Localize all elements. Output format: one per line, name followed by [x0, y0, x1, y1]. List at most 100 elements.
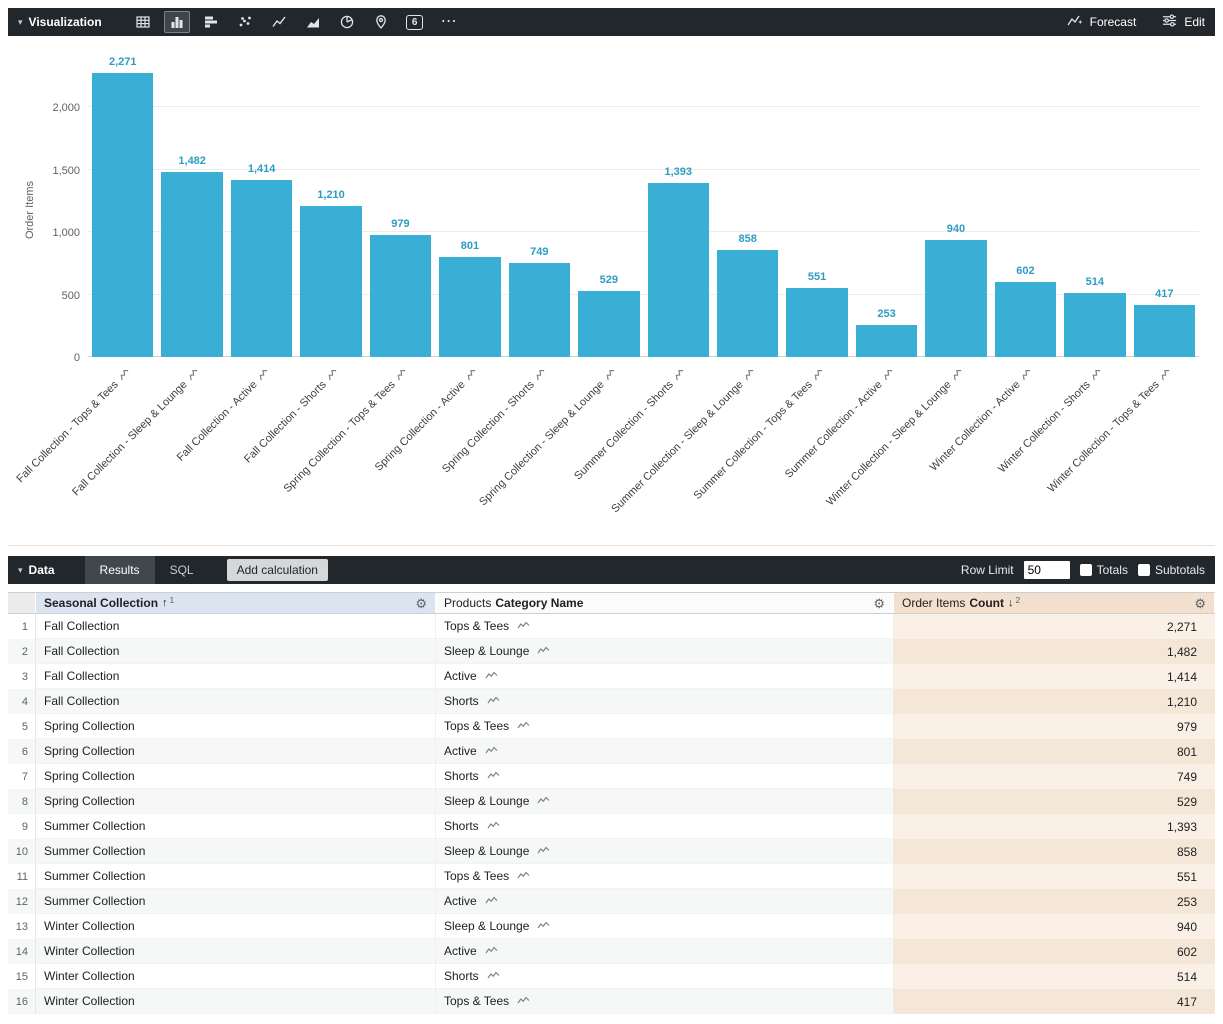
- cell-seasonal-collection[interactable]: Winter Collection: [36, 939, 436, 964]
- cell-order-items-count[interactable]: 1,210: [894, 689, 1215, 714]
- x-axis-category-label[interactable]: Fall Collection - Shorts: [163, 366, 341, 544]
- chart-bar[interactable]: [230, 180, 293, 357]
- cell-seasonal-collection[interactable]: Winter Collection: [36, 964, 436, 989]
- cell-order-items-count[interactable]: 253: [894, 889, 1215, 914]
- visualization-section-title[interactable]: Visualization: [28, 15, 102, 29]
- cell-order-items-count[interactable]: 514: [894, 964, 1215, 989]
- add-calculation-button[interactable]: Add calculation: [226, 559, 328, 581]
- cell-seasonal-collection[interactable]: Summer Collection: [36, 864, 436, 889]
- x-axis-category-label[interactable]: Winter Collection - Shorts: [927, 366, 1105, 544]
- chart-bar[interactable]: [578, 290, 640, 357]
- cell-seasonal-collection[interactable]: Spring Collection: [36, 764, 436, 789]
- x-axis-category-label[interactable]: Spring Collection - Shorts: [372, 366, 550, 544]
- totals-checkbox[interactable]: [1079, 564, 1092, 576]
- x-axis-category-label[interactable]: Winter Collection - Tops & Tees: [997, 366, 1175, 544]
- x-axis-category-label[interactable]: Spring Collection - Tops & Tees: [233, 366, 411, 544]
- sort-asc-icon[interactable]: ↑: [162, 597, 168, 609]
- map-viz-icon[interactable]: [368, 11, 394, 33]
- x-axis-category-label[interactable]: Summer Collection - Active: [719, 366, 897, 544]
- area-viz-icon[interactable]: [300, 11, 326, 33]
- chart-bar[interactable]: [647, 182, 709, 357]
- chart-bar[interactable]: [1064, 292, 1126, 357]
- cell-seasonal-collection[interactable]: Fall Collection: [36, 689, 436, 714]
- subtotals-checkbox[interactable]: [1137, 564, 1150, 576]
- column-viz-icon[interactable]: [163, 11, 190, 33]
- cell-seasonal-collection[interactable]: Spring Collection: [36, 714, 436, 739]
- cell-category-name[interactable]: Shorts: [436, 764, 894, 789]
- x-axis-category-label[interactable]: Summer Collection - Sleep & Lounge: [580, 366, 758, 544]
- cell-order-items-count[interactable]: 529: [894, 789, 1215, 814]
- cell-order-items-count[interactable]: 940: [894, 914, 1215, 939]
- cell-order-items-count[interactable]: 749: [894, 764, 1215, 789]
- cell-category-name[interactable]: Tops & Tees: [436, 714, 894, 739]
- cell-seasonal-collection[interactable]: Fall Collection: [36, 639, 436, 664]
- column-gear-icon[interactable]: ⚙: [873, 595, 885, 611]
- cell-category-name[interactable]: Sleep & Lounge: [436, 789, 894, 814]
- sort-desc-icon[interactable]: ↓: [1008, 597, 1014, 609]
- cell-order-items-count[interactable]: 1,482: [894, 639, 1215, 664]
- chart-bar[interactable]: [92, 73, 154, 357]
- chart-bar[interactable]: [994, 281, 1057, 357]
- chart-bar[interactable]: [369, 234, 432, 357]
- cell-seasonal-collection[interactable]: Fall Collection: [36, 664, 436, 689]
- cell-order-items-count[interactable]: 858: [894, 839, 1215, 864]
- column-gear-icon[interactable]: ⚙: [1194, 595, 1206, 611]
- cell-seasonal-collection[interactable]: Spring Collection: [36, 789, 436, 814]
- cell-order-items-count[interactable]: 551: [894, 864, 1215, 889]
- table-viz-icon[interactable]: [130, 11, 156, 33]
- cell-seasonal-collection[interactable]: Summer Collection: [36, 814, 436, 839]
- cell-category-name[interactable]: Shorts: [436, 964, 894, 989]
- cell-seasonal-collection[interactable]: Summer Collection: [36, 889, 436, 914]
- cell-category-name[interactable]: Sleep & Lounge: [436, 639, 894, 664]
- cell-order-items-count[interactable]: 417: [894, 989, 1215, 1014]
- cell-category-name[interactable]: Shorts: [436, 814, 894, 839]
- pie-viz-icon[interactable]: [334, 11, 360, 33]
- cell-seasonal-collection[interactable]: Spring Collection: [36, 739, 436, 764]
- chart-bar[interactable]: [1133, 304, 1195, 357]
- cell-order-items-count[interactable]: 602: [894, 939, 1215, 964]
- x-axis-category-label[interactable]: Spring Collection - Sleep & Lounge: [441, 366, 619, 544]
- cell-category-name[interactable]: Active: [436, 739, 894, 764]
- column-gear-icon[interactable]: ⚙: [415, 595, 427, 611]
- chart-bar[interactable]: [300, 205, 362, 357]
- single-value-viz-icon[interactable]: 6: [402, 11, 428, 33]
- tab-results[interactable]: Results: [84, 556, 155, 584]
- chart-bar[interactable]: [855, 325, 918, 357]
- forecast-button[interactable]: Forecast: [1067, 14, 1136, 31]
- line-viz-icon[interactable]: [266, 11, 292, 33]
- cell-category-name[interactable]: Tops & Tees: [436, 614, 894, 639]
- column-header-seasonal-collection[interactable]: Seasonal Collection ↑ 1 ⚙: [36, 593, 436, 613]
- column-header-category-name[interactable]: Products Category Name ⚙: [436, 593, 894, 613]
- bar-viz-icon[interactable]: [198, 11, 224, 33]
- data-section-title[interactable]: Data: [28, 563, 55, 577]
- cell-order-items-count[interactable]: 1,414: [894, 664, 1215, 689]
- chart-bar[interactable]: [439, 256, 501, 357]
- x-axis-category-label[interactable]: Spring Collection - Active: [302, 366, 480, 544]
- cell-order-items-count[interactable]: 1,393: [894, 814, 1215, 839]
- x-axis-category-label[interactable]: Summer Collection - Tops & Tees: [649, 366, 827, 544]
- x-axis-category-label[interactable]: Fall Collection - Tops & Tees: [8, 366, 133, 544]
- x-axis-category-label[interactable]: Winter Collection - Active: [858, 366, 1036, 544]
- cell-category-name[interactable]: Active: [436, 889, 894, 914]
- x-axis-category-label[interactable]: Summer Collection - Shorts: [511, 366, 689, 544]
- collapse-caret-icon[interactable]: ▾: [18, 564, 23, 575]
- cell-category-name[interactable]: Shorts: [436, 689, 894, 714]
- collapse-caret-icon[interactable]: ▾: [18, 16, 23, 27]
- cell-category-name[interactable]: Tops & Tees: [436, 864, 894, 889]
- chart-bar[interactable]: [508, 263, 571, 357]
- cell-seasonal-collection[interactable]: Winter Collection: [36, 914, 436, 939]
- x-axis-category-label[interactable]: Winter Collection - Sleep & Lounge: [788, 366, 966, 544]
- cell-seasonal-collection[interactable]: Fall Collection: [36, 614, 436, 639]
- cell-seasonal-collection[interactable]: Winter Collection: [36, 989, 436, 1014]
- cell-order-items-count[interactable]: 2,271: [894, 614, 1215, 639]
- more-viz-icon[interactable]: ⋯: [436, 11, 462, 33]
- cell-category-name[interactable]: Active: [436, 664, 894, 689]
- chart-bar[interactable]: [716, 249, 779, 357]
- chart-bar[interactable]: [786, 288, 848, 357]
- edit-button[interactable]: Edit: [1162, 13, 1205, 31]
- chart-bar[interactable]: [161, 171, 223, 357]
- cell-category-name[interactable]: Tops & Tees: [436, 989, 894, 1014]
- cell-order-items-count[interactable]: 801: [894, 739, 1215, 764]
- cell-category-name[interactable]: Sleep & Lounge: [436, 914, 894, 939]
- row-limit-input[interactable]: [1023, 561, 1070, 579]
